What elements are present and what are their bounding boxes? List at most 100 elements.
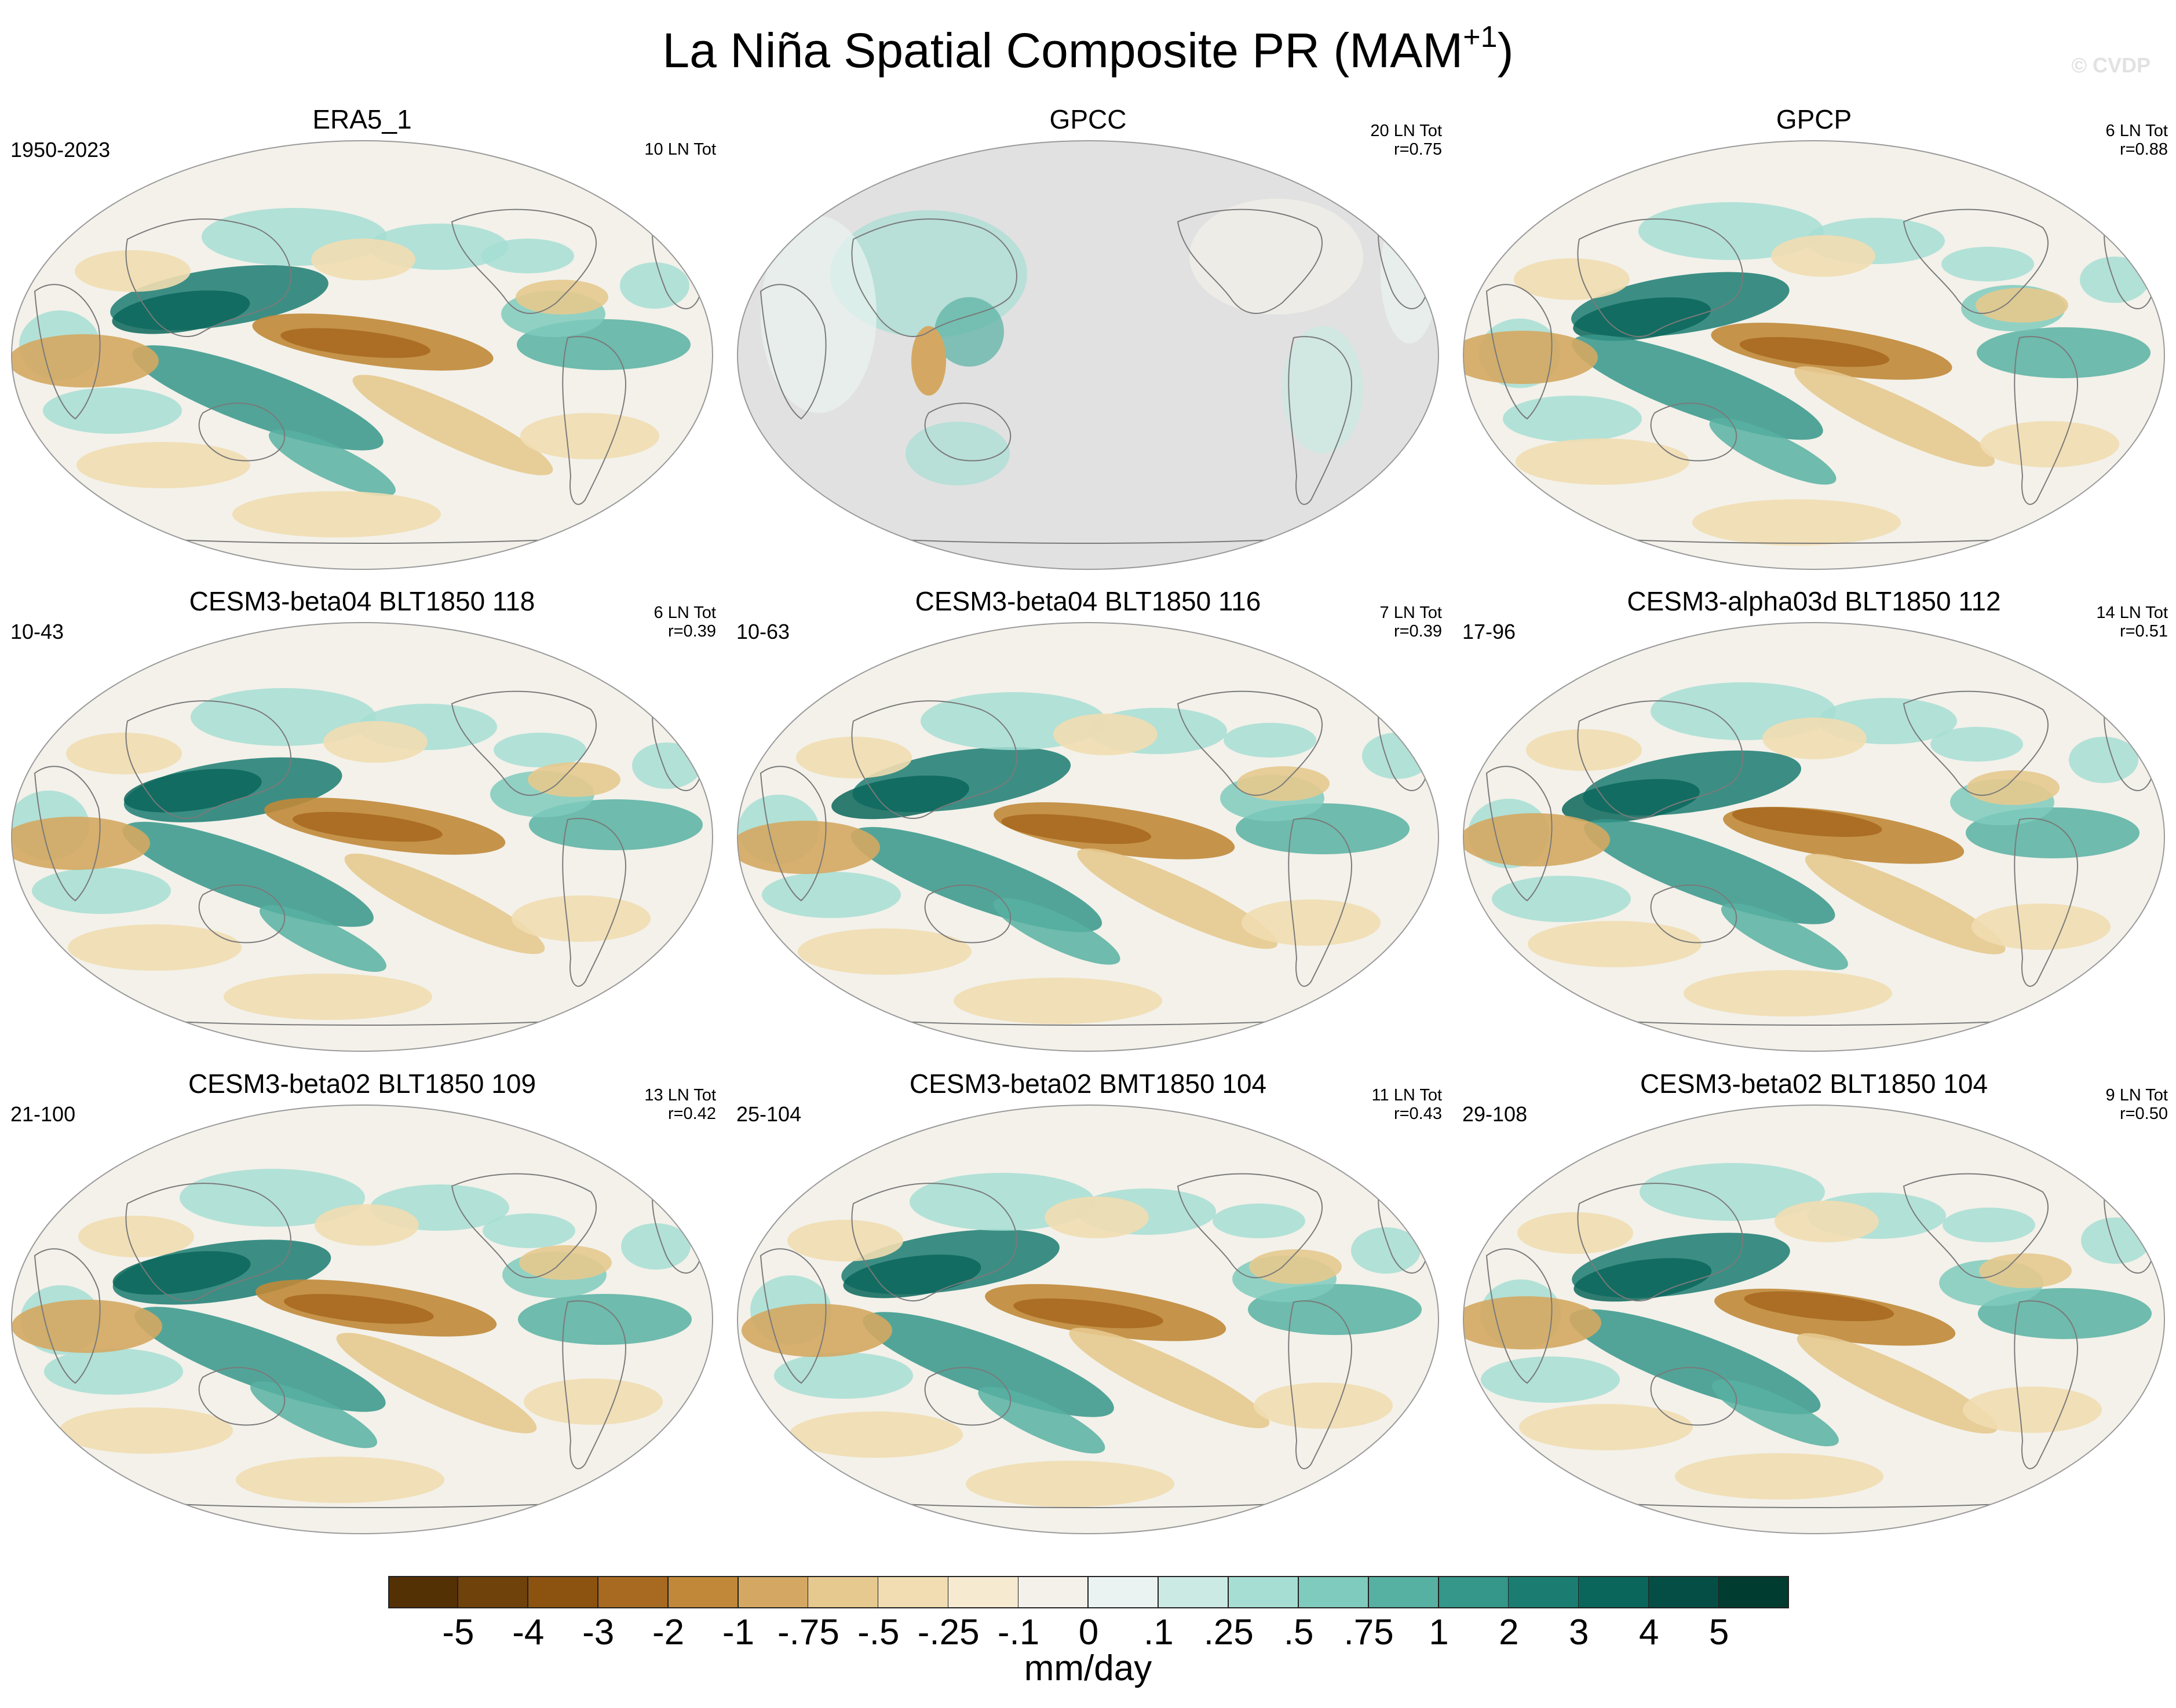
- dry-anomaly-contour: [12, 1300, 162, 1353]
- wet-anomaly-contour: [1492, 876, 1631, 922]
- coastline: [562, 1300, 627, 1469]
- pattern-correlation: r=0.75: [1393, 140, 1442, 159]
- dry-anomaly-contour: [1732, 807, 1882, 837]
- colorbar-tick-label: -.25: [917, 1612, 980, 1652]
- panel-title: CESM3-beta02 BLT1850 109: [188, 1069, 536, 1099]
- wet-anomaly-contour: [774, 1352, 913, 1399]
- dry-anomaly-contour: [1013, 1298, 1163, 1329]
- coastline: [562, 818, 627, 987]
- wet-anomaly-contour: [831, 776, 969, 820]
- wet-anomaly-contour: [1362, 733, 1432, 779]
- coastline: [924, 1367, 1012, 1426]
- coastline: [125, 218, 291, 338]
- panel-title: CESM3-beta02 BLT1850 104: [1640, 1069, 1988, 1099]
- coastline: [1577, 218, 1743, 338]
- wet-anomaly-contour: [132, 345, 384, 451]
- coastline: [198, 403, 286, 462]
- dry-anomaly-contour: [1692, 499, 1901, 546]
- coastline: [198, 884, 286, 943]
- dry-anomaly-contour: [323, 721, 428, 763]
- event-count: 6 LN Tot: [653, 604, 716, 622]
- map-plot: [11, 622, 713, 1052]
- pattern-correlation: r=0.43: [1393, 1104, 1442, 1123]
- land-anomaly-contour: [761, 216, 877, 413]
- dry-anomaly-contour: [1979, 1253, 2072, 1288]
- colorbar-swatch: [738, 1576, 809, 1608]
- wet-anomaly-contour: [1930, 727, 2023, 762]
- dry-anomaly-contour: [352, 375, 553, 476]
- watermark-text: © CVDP: [2071, 53, 2151, 77]
- wet-anomaly-contour: [32, 868, 171, 914]
- dry-anomaly-contour: [1528, 921, 1702, 967]
- wet-anomaly-contour: [123, 769, 262, 813]
- pattern-correlation: r=0.51: [2119, 622, 2168, 641]
- dry-anomaly-contour: [1001, 814, 1152, 844]
- dry-anomaly-contour: [954, 978, 1162, 1024]
- colorbar-tick-label: -5: [442, 1612, 474, 1652]
- map-panel: CESM3-beta02 BMT1850 104 25-104 11 LN Tot r…: [726, 1067, 1450, 1548]
- colorbar-tick-label: -.75: [777, 1612, 839, 1652]
- dry-anomaly-contour: [1045, 1197, 1149, 1238]
- colorbar-tick-label: 1: [1429, 1612, 1449, 1652]
- dry-anomaly-contour: [911, 326, 946, 396]
- precip-anomaly-field: [1463, 1163, 2154, 1508]
- colorbar-swatch: [1439, 1576, 1509, 1608]
- colorbar-tick-label: .5: [1283, 1612, 1314, 1652]
- wet-anomaly-contour: [621, 1223, 691, 1270]
- panel-period: 25-104: [736, 1102, 802, 1126]
- land-anomaly-contour: [1282, 326, 1363, 453]
- dry-anomaly-contour: [311, 239, 415, 280]
- wet-anomaly-contour: [1721, 903, 1848, 970]
- coastline: [1485, 284, 1553, 420]
- panel-stats: 6 LN Tot r=0.39: [654, 604, 716, 641]
- colorbar-swatch: [808, 1576, 879, 1608]
- wet-anomaly-contour: [620, 262, 689, 309]
- event-count: 14 LN Tot: [2096, 604, 2168, 622]
- map-plot: [737, 1104, 1439, 1534]
- pattern-correlation: r=0.88: [2119, 140, 2168, 159]
- wet-anomaly-contour: [259, 905, 386, 972]
- wet-anomaly-contour: [1351, 1227, 1421, 1274]
- dry-anomaly-contour: [1519, 1404, 1693, 1450]
- coastline: [2014, 1300, 2079, 1469]
- coastline: [1288, 818, 1353, 987]
- dry-anomaly-contour: [293, 811, 443, 842]
- map-plot: [11, 140, 713, 570]
- map-panel: ERA5_1 1950-2023 10 LN Tot: [0, 103, 724, 584]
- colorbar-swatch: [948, 1576, 1019, 1608]
- wet-anomaly-contour: [1213, 1204, 1305, 1238]
- wet-anomaly-contour: [268, 429, 396, 496]
- wet-anomaly-contour: [1709, 418, 1837, 485]
- dry-anomaly-contour: [524, 1378, 663, 1425]
- dry-anomaly-contour: [284, 1294, 434, 1324]
- colorbar-swatch: [668, 1576, 739, 1608]
- wet-anomaly-contour: [1572, 334, 1823, 440]
- land-anomaly-contour: [934, 297, 1004, 367]
- wet-anomaly-contour: [2080, 257, 2149, 303]
- coastline: [1650, 884, 1737, 943]
- dry-anomaly-contour: [280, 328, 430, 359]
- wet-anomaly-contour: [632, 743, 702, 789]
- dry-anomaly-contour: [1463, 1296, 1601, 1349]
- map-panel: CESM3-beta04 BLT1850 118 10-43 6 LN Tot r=0…: [0, 585, 724, 1066]
- wet-anomaly-contour: [44, 1348, 183, 1395]
- colorbar-tick-label: 0: [1078, 1612, 1099, 1652]
- wet-anomaly-contour: [180, 1169, 365, 1227]
- precip-anomaly-field: [742, 1173, 1428, 1508]
- colorbar-swatch: [1228, 1576, 1299, 1608]
- colorbar-swatch: [1368, 1576, 1439, 1608]
- colorbar-tick-label: -.1: [997, 1612, 1040, 1652]
- wet-anomaly-contour: [1943, 1208, 2035, 1242]
- dry-anomaly-contour: [966, 1461, 1174, 1507]
- colorbar-tick-label: -2: [652, 1612, 685, 1652]
- dry-anomaly-contour: [1762, 718, 1867, 759]
- coastline: [2014, 336, 2079, 505]
- event-count: 6 LN Tot: [2105, 122, 2168, 140]
- wet-anomaly-contour: [483, 1213, 575, 1248]
- coastline: [1177, 209, 1323, 314]
- colorbar-swatch: [878, 1576, 949, 1608]
- colorbar-tick-label: 3: [1569, 1612, 1589, 1652]
- wet-anomaly-contour: [762, 872, 901, 918]
- dry-anomaly-contour: [1526, 729, 1642, 771]
- panel-period: 29-108: [1462, 1102, 1528, 1126]
